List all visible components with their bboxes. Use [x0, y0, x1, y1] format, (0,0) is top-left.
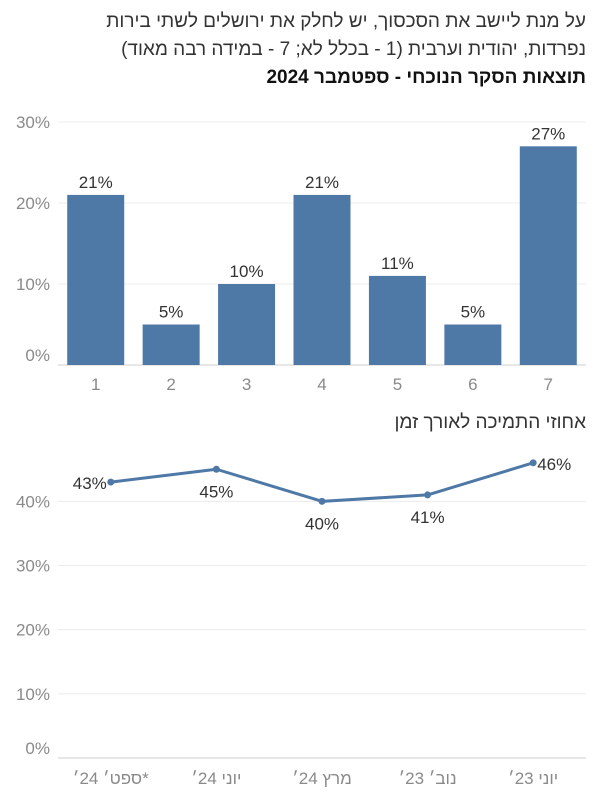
point-value-label: 41%: [411, 508, 445, 527]
x-tick-label: 1: [91, 375, 100, 394]
question-line-2: נפרדות, יהודית וערבית (1 - בכלל לא; 7 - …: [121, 39, 586, 60]
x-tick-label: נוב׳ 23׳: [399, 769, 457, 788]
support-trend-line: [110, 461, 534, 503]
bar: [368, 275, 426, 365]
x-tick-label: 5: [393, 375, 402, 394]
x-tick-label: 2: [166, 375, 175, 394]
x-tick-label: 6: [468, 375, 477, 394]
bar-value-label: 10%: [230, 262, 264, 281]
data-point: [529, 459, 537, 467]
bar: [293, 194, 351, 365]
x-tick-label: יוני 23׳: [508, 769, 558, 788]
data-point: [107, 478, 115, 486]
y-tick-label: 30%: [16, 113, 50, 132]
x-tick-label: מרץ 24׳: [292, 769, 352, 788]
point-value-label: 46%: [537, 455, 571, 474]
y-tick-label: 10%: [16, 685, 50, 704]
x-tick-label: יוני 24׳: [191, 769, 241, 788]
data-point: [212, 465, 220, 473]
bar-value-label: 5%: [461, 303, 486, 322]
x-tick-label: 4: [317, 375, 326, 394]
x-tick-label: ספט׳ 24׳*: [73, 769, 149, 788]
data-point: [424, 491, 432, 499]
bar: [218, 284, 276, 365]
line-chart: 0% 10% 20% 30% 40% 43% ספט׳ 24׳* 45% יוני 24׳ 40%…: [16, 455, 586, 788]
bar: [142, 324, 200, 365]
question-line-1: על מנת ליישב את הסכסוך, יש לחלק את ירושל…: [106, 11, 586, 32]
bar-value-label: 21%: [305, 173, 339, 192]
y-tick-label: 10%: [16, 275, 50, 294]
chart-header: על מנת ליישב את הסכסוך, יש לחלק את ירושל…: [16, 8, 586, 92]
x-tick-label: 3: [242, 375, 251, 394]
y-tick-label: 20%: [16, 621, 50, 640]
bar: [444, 324, 502, 365]
bar: [67, 194, 125, 365]
y-tick-label: 0%: [25, 346, 50, 365]
point-value-label: 43%: [73, 474, 107, 493]
bar: [519, 146, 577, 365]
bar-value-label: 5%: [159, 303, 184, 322]
x-tick-label: 7: [544, 375, 553, 394]
point-value-label: 45%: [199, 482, 233, 501]
current-survey-title: תוצאות הסקר הנוכחי - ספטמבר 2024: [266, 67, 586, 88]
trend-chart-title: אחוזי התמיכה לאורך זמן: [394, 412, 587, 433]
y-tick-label: 0%: [25, 739, 50, 758]
bar-value-label: 27%: [531, 124, 565, 143]
bar-value-label: 11%: [381, 254, 414, 273]
y-tick-label: 40%: [16, 492, 50, 511]
bar-value-label: 21%: [79, 173, 113, 192]
y-tick-label: 20%: [16, 194, 50, 213]
y-tick-label: 30%: [16, 557, 50, 576]
data-point: [318, 497, 326, 505]
bar-chart: 0% 10% 20% 30% 21% 1 5% 2 10% 3 21% 4 11% 5 5% 6 27% 7: [16, 113, 586, 394]
point-value-label: 40%: [305, 514, 339, 533]
